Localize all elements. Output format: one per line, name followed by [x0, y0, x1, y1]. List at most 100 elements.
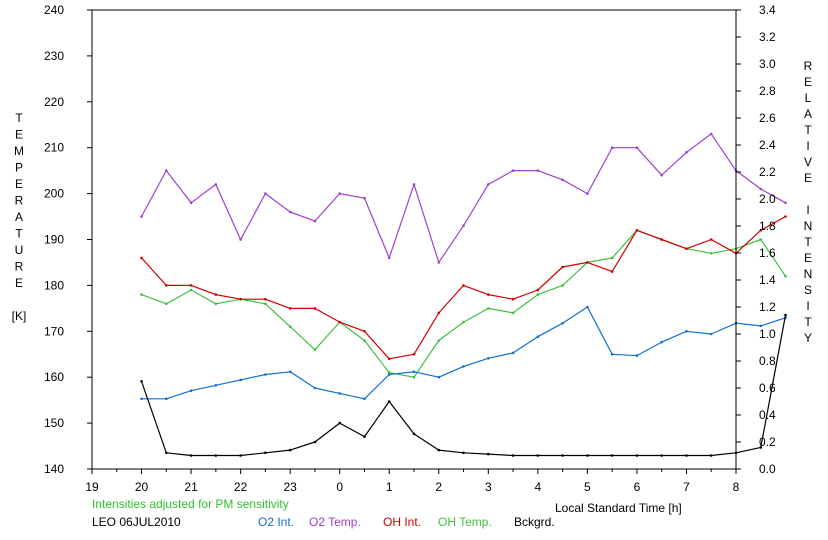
x-tick-label: 4	[535, 480, 542, 494]
y-right-label-char: L	[805, 91, 812, 105]
series-point	[387, 371, 391, 374]
series-point	[412, 183, 416, 186]
y-right-tick-label: 1.8	[759, 219, 776, 233]
y-left-tick-label: 190	[44, 233, 64, 247]
series-point	[165, 169, 168, 172]
x-tick-label: 5	[584, 480, 591, 494]
series-point	[288, 370, 292, 374]
series-point	[387, 357, 391, 361]
series-point	[709, 238, 713, 241]
series-point	[685, 247, 688, 250]
series-point	[586, 261, 589, 264]
y-right-label-char: R	[804, 59, 813, 73]
series-point	[412, 432, 416, 436]
series-point	[437, 375, 441, 379]
series-point	[437, 311, 441, 315]
series-point	[487, 307, 490, 310]
y-left-label-char: E	[15, 177, 23, 191]
y-right-label-char: T	[804, 235, 812, 249]
series-point	[239, 378, 242, 382]
series-point	[412, 353, 416, 356]
x-tick-label: 6	[634, 480, 641, 494]
y-right-tick-label: 3.4	[759, 3, 776, 17]
series-point	[784, 313, 787, 317]
series-point	[313, 348, 317, 352]
y-left-label-char: U	[15, 243, 24, 257]
series-point	[487, 293, 490, 296]
legend-entry: OH Temp.	[438, 515, 492, 529]
series-point	[140, 293, 143, 296]
series-point	[635, 354, 639, 357]
series-point	[561, 178, 564, 182]
series-point	[239, 297, 242, 301]
y-left-tick-label: 150	[44, 416, 64, 430]
y-right-tick-label: 0.8	[759, 354, 776, 368]
series-point	[214, 293, 218, 296]
series-point	[561, 321, 564, 325]
series-point	[487, 183, 490, 186]
station-date-label: LEO 06JUL2010	[92, 515, 181, 529]
y-right-label-char: Y	[804, 331, 812, 345]
series-point	[561, 454, 564, 457]
y-left-label-char: T	[15, 227, 23, 241]
series-point	[660, 173, 663, 177]
series-point	[709, 332, 713, 336]
series-point	[536, 293, 540, 296]
y-left-label-char: P	[15, 161, 23, 175]
series-point	[338, 320, 342, 324]
series-point	[189, 288, 193, 292]
series-point	[759, 324, 763, 328]
y-right-tick-label: 1.6	[759, 246, 776, 260]
series-point	[140, 380, 143, 383]
y-right-label-char: N	[804, 219, 813, 233]
y-left-label-char: R	[15, 194, 24, 208]
x-tick-label: 21	[184, 480, 198, 494]
y-right-tick-label: 0.0	[759, 462, 776, 476]
y-left-tick-label: 140	[44, 462, 64, 476]
series-point	[189, 454, 193, 457]
y-right-label-char: T	[804, 123, 812, 137]
y-left-tick-label: 220	[44, 95, 64, 109]
y-right-tick-label: 2.8	[759, 84, 776, 98]
series-point	[264, 373, 267, 376]
series-layer	[140, 132, 787, 457]
y-right-tick-label: 0.6	[759, 381, 776, 395]
series-point	[759, 187, 763, 191]
x-tick-label: 22	[234, 480, 248, 494]
series-point	[709, 132, 713, 136]
series-point	[462, 365, 465, 368]
series-point	[610, 146, 614, 149]
series-point	[635, 146, 639, 149]
y-left-tick-label: 230	[44, 49, 64, 63]
x-tick-label: 23	[283, 480, 297, 494]
series-point	[165, 397, 168, 401]
series-point	[660, 340, 663, 344]
series-point	[660, 238, 663, 241]
series-point	[462, 284, 465, 287]
series-point	[784, 201, 787, 205]
series-point	[165, 302, 168, 306]
series-point	[511, 351, 515, 355]
series-point	[487, 357, 490, 360]
y-left-tick-label: 170	[44, 324, 64, 338]
series-point	[437, 448, 441, 452]
series-point	[387, 400, 391, 403]
series-point	[288, 210, 292, 214]
series-point	[264, 451, 267, 455]
series-point	[610, 454, 614, 457]
series-point	[288, 325, 292, 329]
series-point	[338, 392, 342, 395]
legend-entry: OH Int.	[383, 515, 421, 529]
x-tick-label: 3	[485, 480, 492, 494]
y-right-label-char: T	[804, 315, 812, 329]
y-left-label-char: [K]	[12, 309, 27, 323]
series-point	[536, 335, 540, 339]
series-point	[363, 196, 366, 200]
legend-entry: O2 Int.	[258, 515, 294, 529]
y-left-tick-label: 160	[44, 370, 64, 384]
series-point	[313, 307, 317, 310]
y-left-label-char: T	[15, 111, 23, 125]
y-left-label-char: M	[14, 144, 24, 158]
